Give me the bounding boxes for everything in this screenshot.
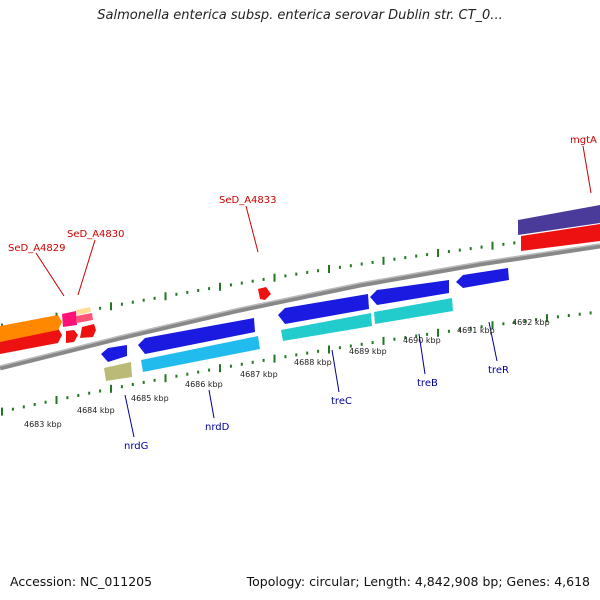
gene-label-nrdd[interactable]: nrdD: [205, 422, 230, 433]
kbp-label: 4685 kbp: [131, 394, 169, 403]
kbp-label: 4686 kbp: [185, 380, 223, 389]
gene-label-nrdg[interactable]: nrdG: [124, 441, 148, 452]
leader-nrdd: [208, 389, 215, 419]
gene-blue-nrdg[interactable]: [101, 345, 127, 362]
gene-blue-1[interactable]: [138, 318, 255, 354]
gene-label-sed-a4830[interactable]: SeD_A4830: [67, 229, 125, 240]
gene-sed-a4830-pink[interactable]: [76, 313, 93, 323]
kbp-label: 4690 kbp: [403, 336, 441, 345]
gene-labels-bottom: nrdG nrdD treC treB treR: [124, 365, 509, 452]
gene-purple[interactable]: [518, 205, 600, 235]
gene-red-left-1[interactable]: [0, 328, 62, 354]
kbp-labels: 4683 kbp 4684 kbp 4685 kbp 4686 kbp 4687…: [24, 318, 550, 429]
kbp-label: 4689 kbp: [349, 347, 387, 356]
leader-trer: [488, 321, 498, 362]
leader-sed-a4829: [35, 252, 65, 297]
kbp-label: 4684 kbp: [77, 406, 115, 415]
label-leaders: [35, 145, 592, 438]
gene-label-mgta[interactable]: mgtA: [570, 135, 597, 146]
gene-label-trer[interactable]: treR: [488, 365, 509, 376]
gene-blue-3[interactable]: [370, 280, 449, 305]
gene-label-sed-a4833[interactable]: SeD_A4833: [219, 195, 277, 206]
gene-red-right[interactable]: [521, 224, 600, 251]
gene-sed-a4829[interactable]: [62, 311, 77, 327]
gene-light-blue[interactable]: [141, 336, 260, 372]
gene-blue-4[interactable]: [456, 268, 509, 288]
leader-trec: [331, 349, 340, 393]
topology-text: Topology: circular; Length: 4,842,908 bp…: [246, 574, 590, 589]
gene-label-treb[interactable]: treB: [417, 378, 438, 389]
gene-sed-a4830[interactable]: [76, 307, 91, 315]
gene-label-sed-a4829[interactable]: SeD_A4829: [8, 243, 66, 254]
gene-red-small-2[interactable]: [80, 324, 96, 338]
gene-red-small-3[interactable]: [258, 287, 271, 300]
inner-tick-row: [1, 311, 592, 416]
gene-olive[interactable]: [104, 362, 132, 381]
gene-cyan-2[interactable]: [374, 298, 453, 324]
leader-nrdg: [124, 394, 135, 438]
kbp-label: 4688 kbp: [294, 358, 332, 367]
genome-backbone-highlight: [0, 243, 600, 367]
kbp-label: 4692 kbp: [512, 318, 550, 327]
kbp-label: 4691 kbp: [457, 326, 495, 335]
leader-mgta: [582, 145, 592, 194]
genome-backbone: [0, 243, 600, 371]
leader-sed-a4830: [77, 239, 96, 296]
gene-cyan-1[interactable]: [281, 313, 372, 341]
gene-label-trec[interactable]: treC: [331, 396, 352, 407]
gene-labels-top: SeD_A4829 SeD_A4830 SeD_A4833 mgtA: [8, 135, 597, 254]
gene-blue-2[interactable]: [278, 294, 369, 324]
map-title: Salmonella enterica subsp. enterica sero…: [97, 8, 503, 23]
gene-orange[interactable]: [0, 315, 62, 342]
kbp-label: 4683 kbp: [24, 420, 62, 429]
leader-sed-a4833: [245, 205, 259, 253]
leader-treb: [418, 333, 426, 375]
gene-red-small-1[interactable]: [66, 330, 78, 343]
accession-text: Accession: NC_011205: [10, 574, 153, 589]
kbp-label: 4687 kbp: [240, 370, 278, 379]
